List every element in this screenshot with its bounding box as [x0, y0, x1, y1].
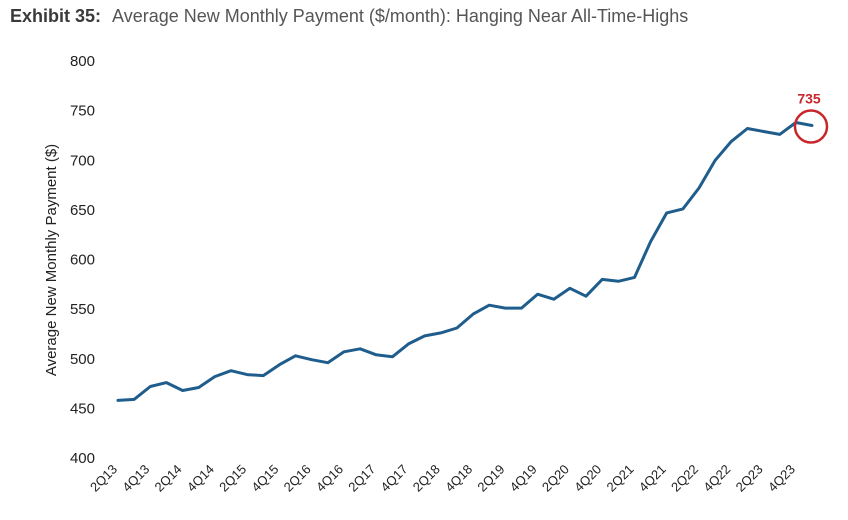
- x-tick-label: 4Q23: [765, 462, 798, 495]
- data-point: [584, 294, 588, 298]
- x-tick-label: 2Q22: [668, 462, 701, 495]
- data-point: [439, 331, 443, 335]
- data-point: [487, 303, 491, 307]
- x-tick-label: 2Q14: [152, 462, 185, 495]
- data-point: [762, 130, 766, 134]
- data-point: [536, 292, 540, 296]
- y-axis: 400 450 500 550 600 650 700 750 800: [70, 53, 95, 467]
- data-point: [681, 207, 685, 211]
- data-point: [116, 398, 120, 402]
- x-tick-label: 4Q18: [442, 462, 475, 495]
- data-point: [697, 186, 701, 190]
- y-axis-label: Average New Monthly Payment ($): [43, 144, 60, 376]
- data-point: [277, 363, 281, 367]
- data-point: [520, 306, 524, 310]
- x-tick-label: 4Q22: [700, 462, 733, 495]
- data-point: [261, 374, 265, 378]
- data-point: [181, 389, 185, 393]
- x-tick-label: 2Q20: [539, 462, 572, 495]
- chart-title: Exhibit 35: Average New Monthly Payment …: [10, 6, 688, 27]
- x-tick-label: 2Q19: [474, 462, 507, 495]
- y-tick-label: 650: [70, 202, 95, 219]
- y-tick-label: 400: [70, 450, 95, 467]
- chart-title-text: Average New Monthly Payment ($/month): H…: [112, 6, 689, 26]
- data-point: [342, 350, 346, 354]
- data-point: [568, 286, 572, 290]
- y-tick-label: 500: [70, 351, 95, 368]
- x-tick-label: 4Q16: [313, 462, 346, 495]
- series-line: [116, 121, 814, 402]
- x-tick-label: 2Q16: [281, 462, 314, 495]
- x-tick-label: 2Q18: [410, 462, 443, 495]
- x-tick-label: 4Q15: [248, 462, 281, 495]
- data-point: [197, 386, 201, 390]
- x-tick-label: 4Q19: [507, 462, 540, 495]
- data-point: [245, 373, 249, 377]
- data-point: [600, 277, 604, 281]
- callout-circle: [793, 109, 829, 144]
- data-point: [616, 279, 620, 283]
- data-point: [503, 306, 507, 310]
- data-point: [665, 211, 669, 215]
- x-tick-label: 2Q17: [345, 462, 378, 495]
- data-point: [407, 342, 411, 346]
- data-point: [552, 297, 556, 301]
- data-point: [729, 139, 733, 143]
- data-point: [164, 381, 168, 385]
- annotations: 735: [793, 91, 829, 144]
- x-tick-label: 4Q13: [119, 462, 152, 495]
- x-tick-label: 2Q23: [733, 462, 766, 495]
- data-point: [326, 361, 330, 365]
- data-point: [713, 158, 717, 162]
- data-point: [471, 312, 475, 316]
- data-point: [649, 240, 653, 244]
- x-tick-label: 4Q17: [378, 462, 411, 495]
- x-tick-label: 2Q15: [216, 462, 249, 495]
- y-tick-label: 450: [70, 400, 95, 417]
- data-point: [148, 385, 152, 389]
- x-tick-label: 2Q21: [603, 462, 636, 495]
- x-tick-label: 4Q20: [571, 462, 604, 495]
- y-tick-label: 800: [70, 53, 95, 70]
- data-point: [390, 355, 394, 359]
- data-point: [745, 127, 749, 131]
- data-point: [294, 354, 298, 358]
- y-tick-label: 750: [70, 103, 95, 120]
- data-point: [778, 132, 782, 136]
- data-point: [229, 369, 233, 373]
- exhibit-label: Exhibit 35:: [10, 6, 102, 26]
- x-tick-label: 4Q14: [184, 462, 217, 495]
- data-point: [358, 347, 362, 351]
- data-point: [810, 124, 814, 128]
- data-point: [374, 353, 378, 357]
- x-axis: 2Q13 4Q13 2Q14 4Q14 2Q15 4Q15 2Q16 4Q16 2Q17 4Q17…: [87, 462, 798, 495]
- data-point: [423, 334, 427, 338]
- data-point: [633, 275, 637, 279]
- y-tick-label: 700: [70, 152, 95, 169]
- y-tick-label: 600: [70, 252, 95, 269]
- series-group: [116, 121, 814, 402]
- data-point: [455, 326, 459, 330]
- y-tick-label: 550: [70, 301, 95, 318]
- data-point: [213, 375, 217, 379]
- callout-label: 735: [797, 91, 821, 107]
- data-point: [310, 358, 314, 362]
- x-tick-label: 4Q21: [636, 462, 669, 495]
- data-point: [132, 397, 136, 401]
